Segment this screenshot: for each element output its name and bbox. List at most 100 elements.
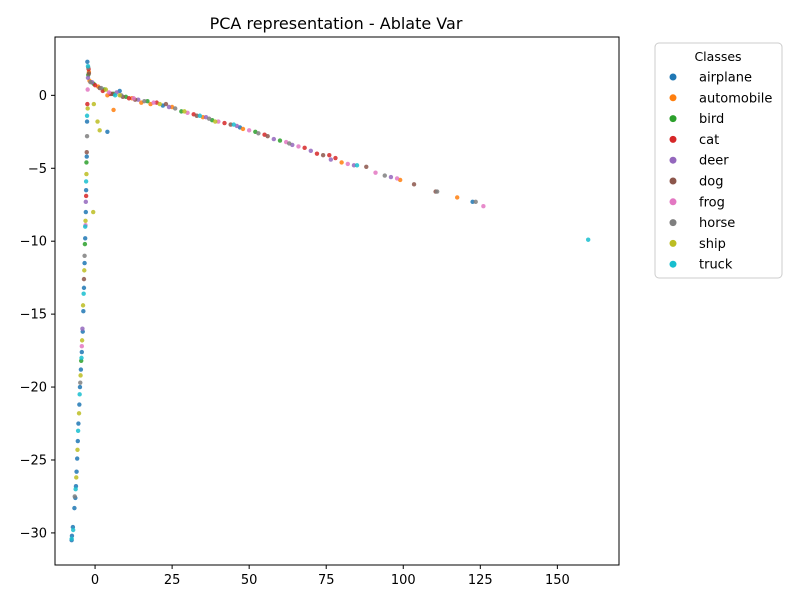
data-point-airplane [470, 199, 475, 205]
data-point-dog [194, 113, 199, 118]
y-tick-label: −5 [28, 162, 47, 177]
data-point-truck [79, 355, 84, 361]
data-point-deer [83, 199, 89, 205]
data-point-horse [434, 189, 440, 194]
data-point-bird [277, 138, 283, 143]
data-point-ship [103, 87, 109, 92]
data-point-dog [163, 101, 169, 107]
data-point-horse [78, 380, 83, 385]
data-point-truck [585, 237, 591, 242]
data-point-airplane [84, 154, 89, 159]
data-point-bird [84, 160, 89, 165]
data-point-truck [81, 291, 86, 296]
data-point-ship [75, 447, 80, 452]
legend-marker-deer [669, 156, 677, 164]
legend-marker-horse [669, 219, 677, 227]
data-point-bird [145, 98, 150, 104]
data-point-cat [302, 145, 307, 151]
legend-marker-ship [669, 239, 677, 247]
data-point-frog [151, 100, 156, 105]
data-point-horse [88, 80, 93, 85]
y-tick-label: −25 [20, 453, 47, 468]
x-tick-label: 150 [545, 573, 570, 588]
data-point-airplane [82, 260, 87, 266]
data-point-airplane [83, 187, 89, 193]
data-point-dog [86, 71, 92, 76]
data-point-truck [69, 536, 74, 541]
data-point-horse [99, 85, 104, 91]
data-point-truck [84, 113, 90, 118]
legend-marker-cat [669, 135, 677, 143]
data-point-horse [82, 253, 87, 258]
data-point-airplane [79, 349, 85, 355]
data-point-horse [72, 494, 77, 499]
data-point-airplane [78, 367, 84, 372]
data-point-horse [382, 173, 387, 178]
data-point-bird [179, 109, 184, 114]
data-point-ship [85, 106, 90, 111]
plot-area-frame [54, 36, 620, 566]
x-tick-label: 50 [241, 573, 258, 588]
legend-label-bird: bird [699, 112, 724, 127]
data-point-truck [354, 163, 360, 168]
data-point-ship [79, 338, 85, 343]
data-point-frog [85, 87, 90, 92]
data-point-truck [231, 122, 236, 127]
data-point-ship [95, 119, 100, 124]
data-point-airplane [81, 309, 86, 314]
legend-label-deer: deer [699, 154, 729, 169]
x-tick-label: 25 [164, 573, 181, 588]
data-point-horse [84, 133, 90, 139]
data-point-truck [70, 527, 76, 533]
data-point-cat [85, 101, 90, 107]
legend-label-dog: dog [699, 175, 723, 190]
data-point-deer [328, 157, 334, 162]
y-tick-label: −30 [20, 526, 47, 541]
data-point-frog [296, 144, 301, 149]
data-point-frog [246, 128, 252, 133]
data-point-ship [117, 93, 122, 98]
data-point-cat [92, 82, 98, 88]
legend: Classes airplane automobile bird cat deer dog… [654, 42, 783, 279]
data-point-cat [83, 193, 89, 199]
y-tick-label: −10 [20, 235, 47, 250]
x-tick-label: 75 [318, 573, 335, 588]
data-point-truck [77, 392, 82, 397]
legend-label-airplane: airplane [699, 71, 752, 86]
data-point-bird [82, 241, 88, 247]
data-point-airplane [83, 236, 88, 241]
data-point-frog [216, 119, 221, 124]
data-point-deer [351, 163, 357, 168]
data-point-deer [80, 326, 85, 331]
y-axis-ticks: 0 −5 −10 −15 −20 −25 −30 [20, 89, 55, 541]
data-point-deer [136, 97, 141, 102]
legend-label-frog: frog [699, 195, 725, 210]
data-point-dog [81, 276, 87, 282]
data-point-airplane [83, 209, 89, 215]
data-point-deer [166, 104, 172, 110]
data-point-truck [85, 63, 91, 69]
legend-marker-bird [669, 115, 677, 123]
data-point-airplane [75, 438, 81, 444]
legend-title: Classes [694, 49, 741, 64]
legend-items: airplane automobile bird cat deer dog frog hors… [669, 71, 772, 273]
legend-label-ship: ship [699, 237, 726, 252]
data-point-truck [197, 113, 203, 118]
data-point-automobile [111, 107, 116, 113]
data-point-truck [75, 428, 81, 434]
data-point-cat [126, 96, 132, 101]
y-tick-label: −20 [20, 381, 47, 396]
y-tick-label: 0 [39, 89, 47, 104]
data-point-frog [373, 170, 378, 175]
data-point-cat [314, 151, 320, 156]
data-point-horse [142, 98, 147, 104]
data-point-frog [79, 344, 85, 349]
data-point-horse [172, 106, 178, 111]
data-point-dog [320, 152, 326, 158]
data-point-cat [333, 155, 338, 161]
data-point-truck [112, 93, 118, 98]
data-point-ship [157, 101, 162, 107]
legend-label-cat: cat [699, 133, 719, 148]
data-point-airplane [74, 456, 80, 461]
